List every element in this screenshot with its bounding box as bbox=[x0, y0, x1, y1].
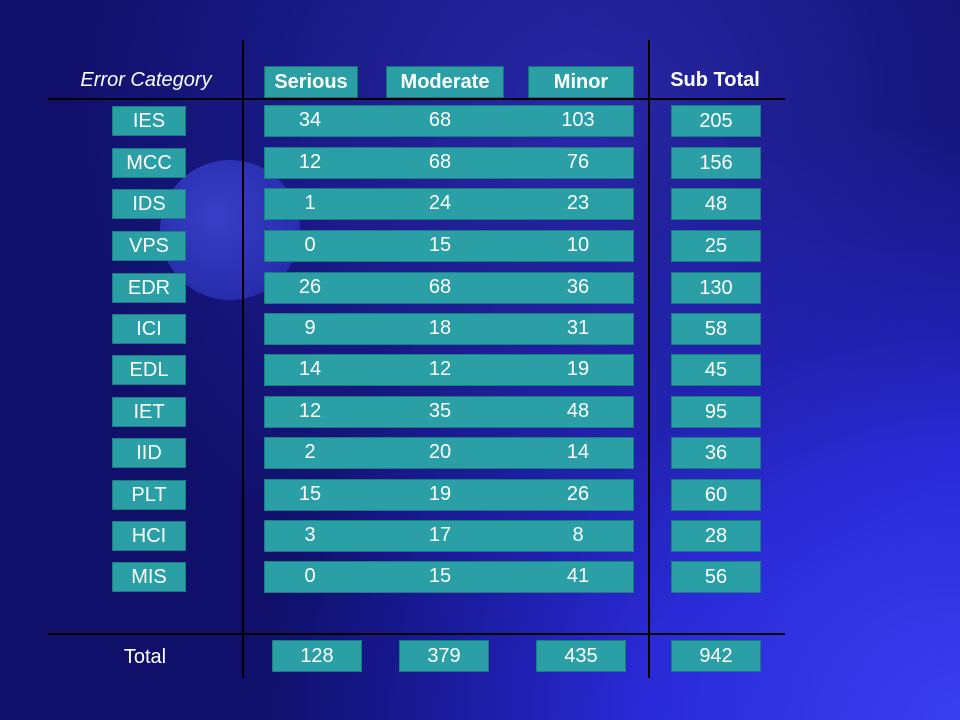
cell-minor: 48 bbox=[566, 400, 590, 422]
row-category: EDL bbox=[112, 355, 186, 385]
cell-minor: 36 bbox=[566, 276, 590, 298]
cell-subtotal: 25 bbox=[671, 230, 761, 262]
row-values-bar bbox=[264, 230, 634, 262]
cell-serious: 12 bbox=[298, 400, 322, 422]
cell-serious: 14 bbox=[298, 358, 322, 380]
header-minor: Minor bbox=[528, 66, 634, 98]
row-values-bar bbox=[264, 147, 634, 179]
totals-divider bbox=[48, 633, 785, 635]
cell-subtotal: 58 bbox=[671, 313, 761, 345]
row-values-bar bbox=[264, 561, 634, 593]
cell-minor: 23 bbox=[566, 192, 590, 214]
row-category: HCI bbox=[112, 521, 186, 551]
row-values-bar bbox=[264, 520, 634, 552]
row-values-bar bbox=[264, 313, 634, 345]
cell-serious: 2 bbox=[304, 441, 316, 463]
header-sub-total: Sub Total bbox=[670, 69, 760, 91]
cell-serious: 0 bbox=[304, 234, 316, 256]
cell-moderate: 20 bbox=[428, 441, 452, 463]
right-vertical-divider bbox=[648, 40, 650, 678]
cell-serious: 12 bbox=[298, 151, 322, 173]
row-category: IDS bbox=[112, 189, 186, 219]
cell-moderate: 17 bbox=[428, 524, 452, 546]
row-values-bar bbox=[264, 479, 634, 511]
cell-minor: 10 bbox=[566, 234, 590, 256]
cell-minor: 76 bbox=[566, 151, 590, 173]
row-category: PLT bbox=[112, 480, 186, 510]
row-category: IET bbox=[112, 397, 186, 427]
cell-subtotal: 28 bbox=[671, 520, 761, 552]
cell-moderate: 15 bbox=[428, 234, 452, 256]
cell-minor: 103 bbox=[561, 109, 595, 131]
left-vertical-divider bbox=[242, 40, 244, 678]
cell-minor: 26 bbox=[566, 483, 590, 505]
total-label: Total bbox=[123, 646, 167, 668]
total-moderate: 379 bbox=[399, 640, 489, 672]
cell-minor: 8 bbox=[572, 524, 584, 546]
header-error-category: Error Category bbox=[80, 69, 212, 91]
header-moderate: Moderate bbox=[386, 66, 504, 98]
cell-minor: 19 bbox=[566, 358, 590, 380]
cell-minor: 41 bbox=[566, 565, 590, 587]
cell-serious: 34 bbox=[298, 109, 322, 131]
total-serious: 128 bbox=[272, 640, 362, 672]
cell-moderate: 68 bbox=[428, 109, 452, 131]
cell-subtotal: 156 bbox=[671, 147, 761, 179]
row-values-bar bbox=[264, 105, 634, 137]
row-values-bar bbox=[264, 272, 634, 304]
cell-moderate: 15 bbox=[428, 565, 452, 587]
row-category: ICI bbox=[112, 314, 186, 344]
cell-moderate: 12 bbox=[428, 358, 452, 380]
row-category: MIS bbox=[112, 562, 186, 592]
cell-moderate: 68 bbox=[428, 276, 452, 298]
cell-minor: 31 bbox=[566, 317, 590, 339]
total-subtotal: 942 bbox=[671, 640, 761, 672]
cell-subtotal: 130 bbox=[671, 272, 761, 304]
cell-subtotal: 45 bbox=[671, 354, 761, 386]
cell-minor: 14 bbox=[566, 441, 590, 463]
cell-moderate: 68 bbox=[428, 151, 452, 173]
cell-subtotal: 205 bbox=[671, 105, 761, 137]
cell-subtotal: 56 bbox=[671, 561, 761, 593]
cell-moderate: 19 bbox=[428, 483, 452, 505]
cell-moderate: 35 bbox=[428, 400, 452, 422]
cell-moderate: 24 bbox=[428, 192, 452, 214]
cell-serious: 1 bbox=[304, 192, 316, 214]
row-values-bar bbox=[264, 354, 634, 386]
row-category: IID bbox=[112, 438, 186, 468]
row-category: MCC bbox=[112, 148, 186, 178]
row-category: EDR bbox=[112, 273, 186, 303]
cell-subtotal: 36 bbox=[671, 437, 761, 469]
cell-serious: 3 bbox=[304, 524, 316, 546]
row-values-bar bbox=[264, 437, 634, 469]
total-minor: 435 bbox=[536, 640, 626, 672]
cell-subtotal: 48 bbox=[671, 188, 761, 220]
header-serious: Serious bbox=[264, 66, 358, 98]
row-values-bar bbox=[264, 396, 634, 428]
cell-subtotal: 60 bbox=[671, 479, 761, 511]
cell-serious: 26 bbox=[298, 276, 322, 298]
header-divider bbox=[48, 98, 785, 100]
cell-subtotal: 95 bbox=[671, 396, 761, 428]
row-values-bar bbox=[264, 188, 634, 220]
row-category: IES bbox=[112, 106, 186, 136]
cell-serious: 0 bbox=[304, 565, 316, 587]
row-category: VPS bbox=[112, 231, 186, 261]
cell-moderate: 18 bbox=[428, 317, 452, 339]
cell-serious: 15 bbox=[298, 483, 322, 505]
cell-serious: 9 bbox=[304, 317, 316, 339]
